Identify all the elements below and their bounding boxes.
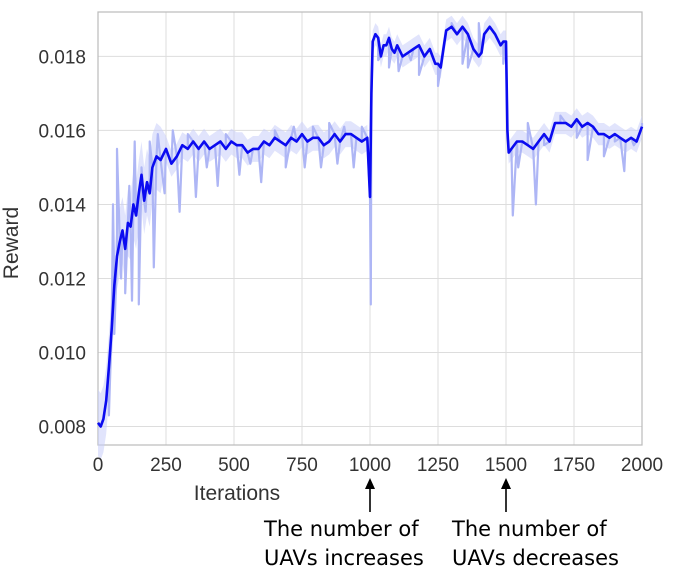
x-tick-label: 0 bbox=[93, 455, 104, 476]
annotation-arrow-head bbox=[365, 478, 375, 489]
y-tick-label: 0.018 bbox=[38, 47, 86, 68]
plot-frame bbox=[97, 11, 643, 446]
annotation-uav-increase: The number of UAVs increases bbox=[264, 517, 424, 570]
x-tick-label: 250 bbox=[150, 455, 182, 476]
annotation-arrows bbox=[365, 478, 511, 512]
x-tick-label: 1250 bbox=[417, 455, 459, 476]
y-tick-label: 0.012 bbox=[38, 269, 86, 290]
y-axis-ticks: 0.008 0.010 0.012 0.014 0.016 0.018 bbox=[38, 47, 86, 438]
x-tick-label: 1500 bbox=[485, 455, 527, 476]
x-axis-ticks: 0 250 500 750 1000 1250 1500 1750 2000 bbox=[93, 455, 663, 476]
x-tick-label: 500 bbox=[218, 455, 250, 476]
y-tick-label: 0.010 bbox=[38, 343, 86, 364]
y-axis-title: Reward bbox=[0, 207, 23, 279]
x-tick-label: 750 bbox=[286, 455, 318, 476]
annotation-uav-decrease: The number of UAVs decreases bbox=[452, 517, 619, 570]
x-tick-label: 1000 bbox=[349, 455, 391, 476]
y-tick-label: 0.016 bbox=[38, 121, 86, 142]
annotation-arrow-head bbox=[501, 478, 511, 489]
x-tick-label: 2000 bbox=[621, 455, 663, 476]
y-tick-label: 0.014 bbox=[38, 195, 86, 216]
smoothed-reward-line bbox=[96, 25, 644, 428]
y-tick-label: 0.008 bbox=[38, 417, 86, 438]
x-axis-title: Iterations bbox=[194, 482, 280, 505]
x-tick-label: 1750 bbox=[553, 455, 595, 476]
